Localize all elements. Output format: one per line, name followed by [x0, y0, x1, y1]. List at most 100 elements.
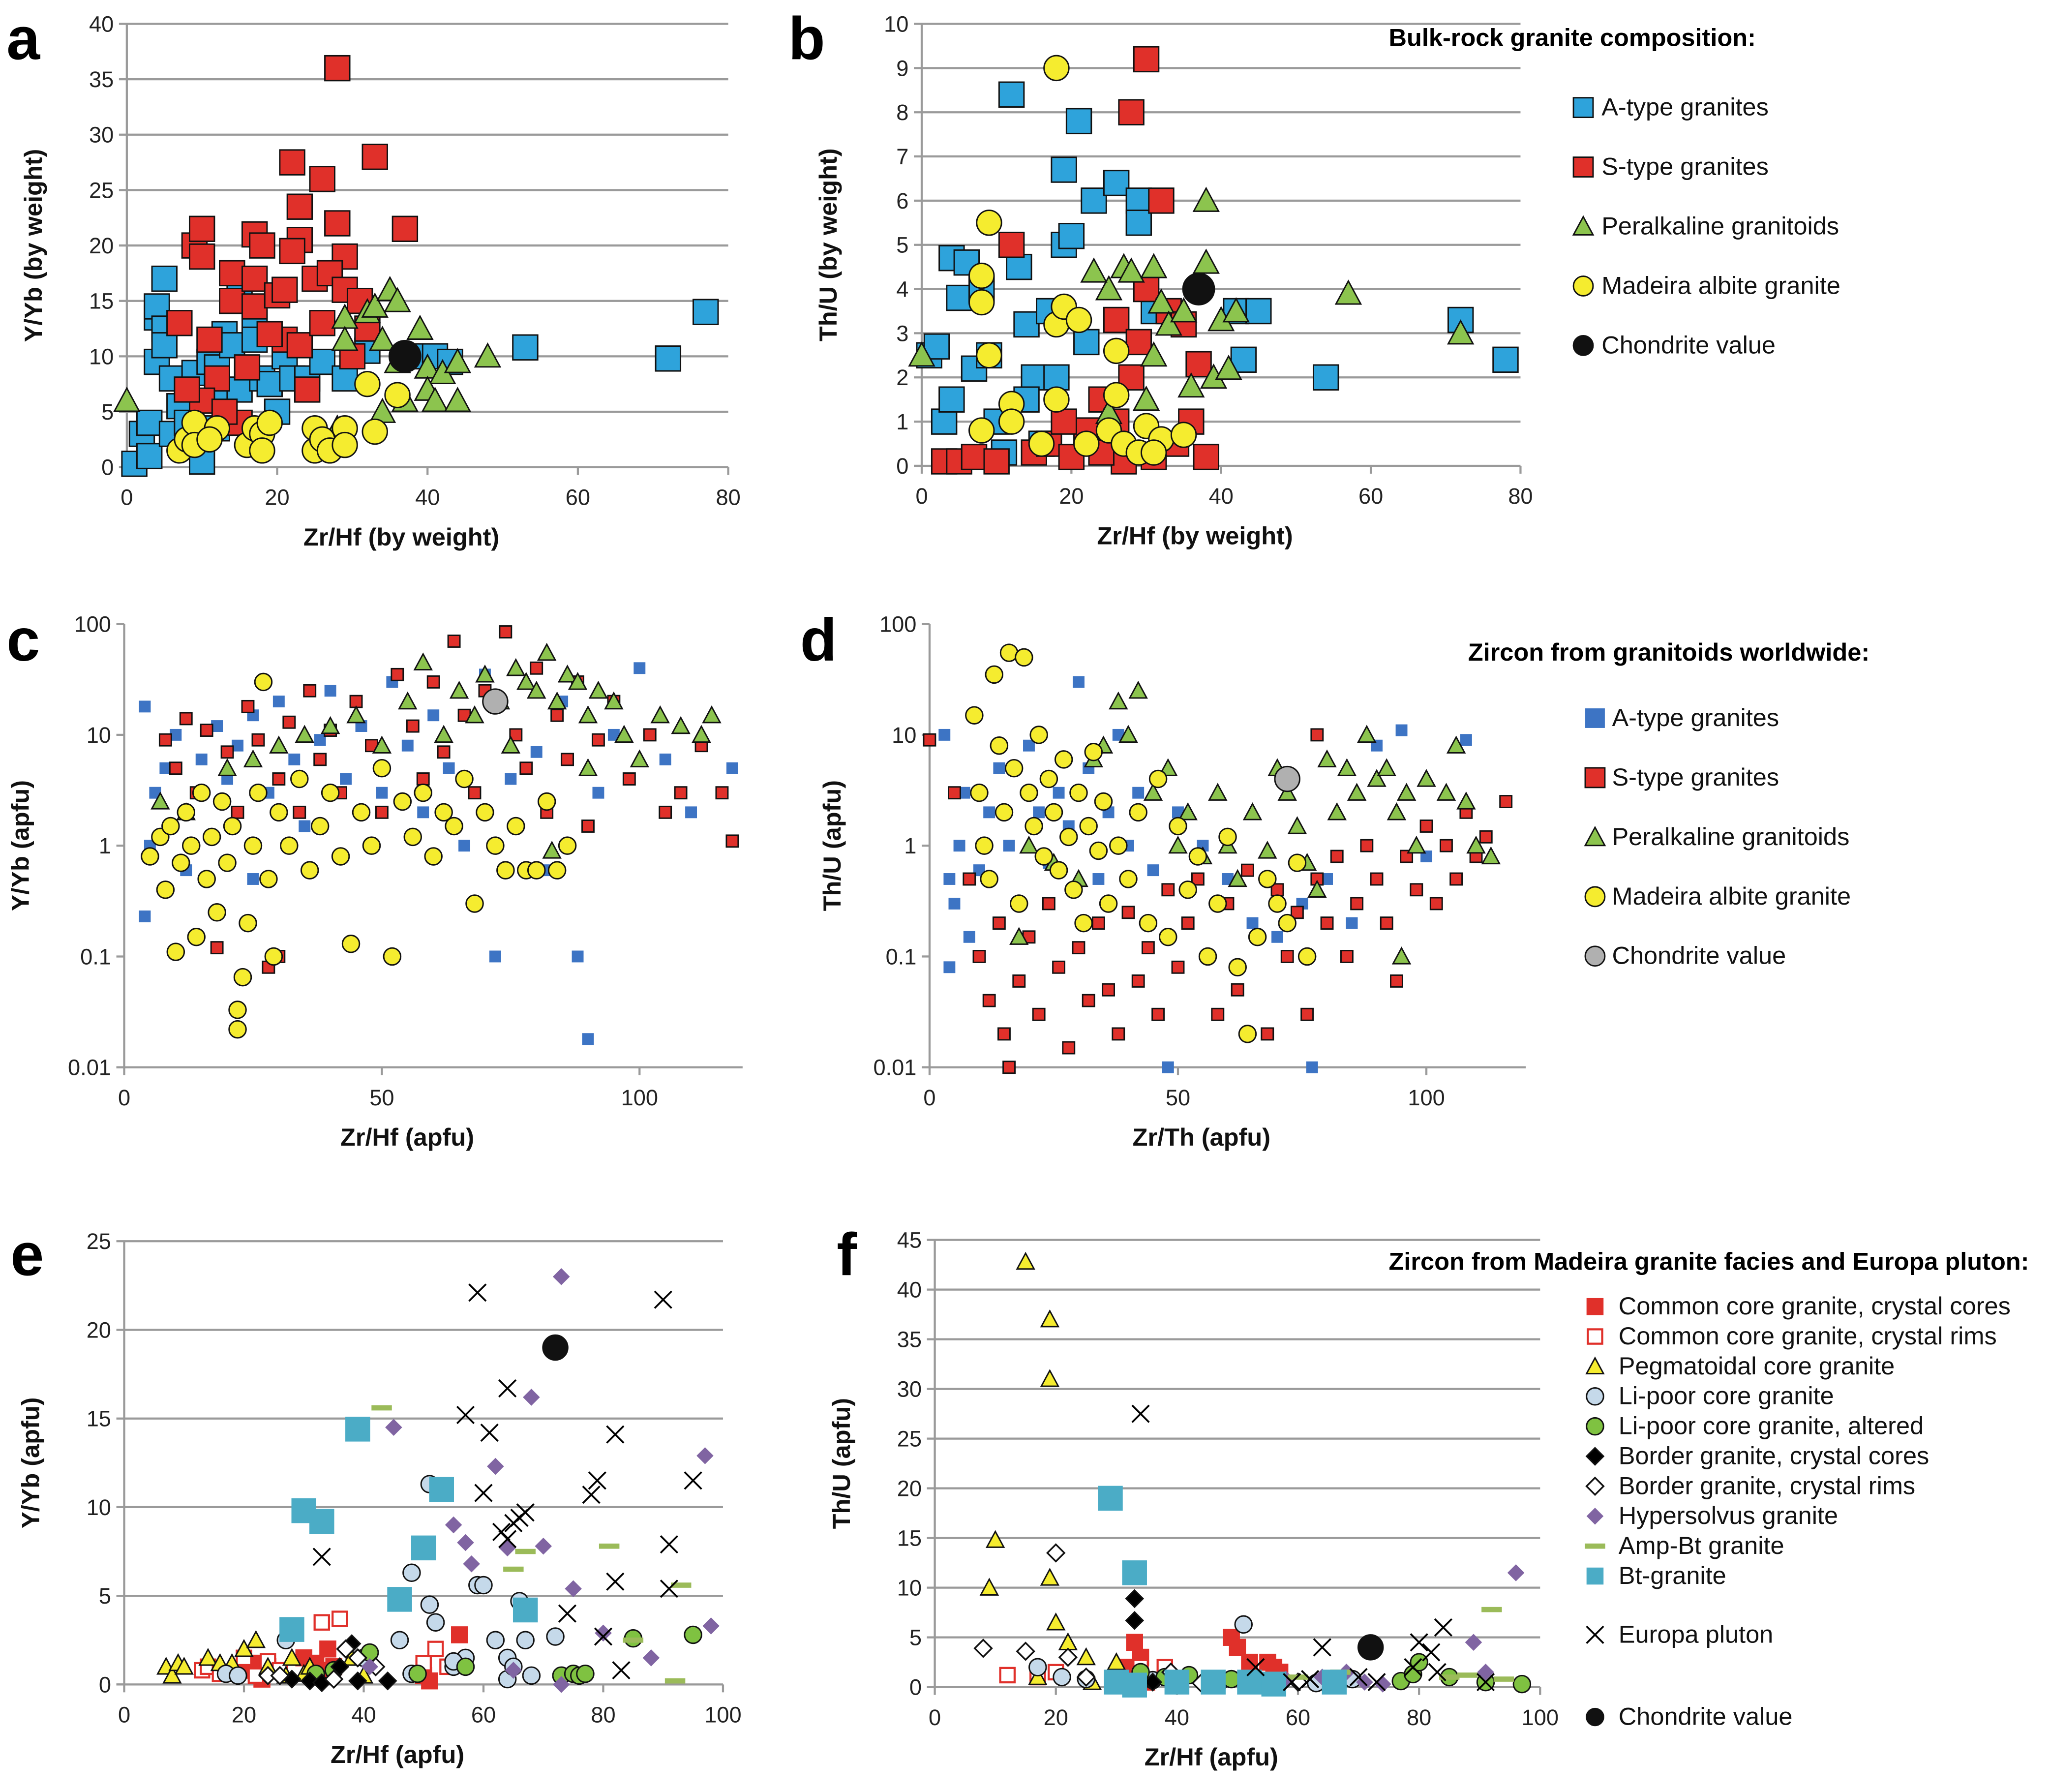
data-point — [414, 783, 432, 802]
series-europa-pluton — [1131, 1404, 1495, 1692]
legend-label: Bt-granite — [1619, 1561, 1726, 1589]
data-point — [594, 1627, 613, 1646]
data-point — [1192, 186, 1220, 212]
data-point — [361, 292, 389, 318]
data-point — [1006, 253, 1032, 280]
data-point — [1046, 1543, 1066, 1563]
data-point — [196, 326, 223, 353]
data-point — [1170, 297, 1198, 323]
data-point — [664, 1678, 686, 1684]
y-tick-label: 10 — [884, 11, 908, 36]
data-point — [1147, 288, 1175, 314]
data-point — [465, 705, 484, 724]
x-tick-label: 20 — [1059, 484, 1084, 509]
series-chondrite-value — [542, 1334, 569, 1361]
y-tick-label: 45 — [897, 1228, 922, 1253]
data-point — [1099, 894, 1118, 913]
data-point — [983, 448, 1010, 475]
legend-item: A-type granites — [1572, 93, 1769, 121]
data-point — [552, 1268, 570, 1285]
data-point — [630, 749, 650, 768]
data-point — [1460, 734, 1472, 746]
data-point — [1043, 364, 1070, 391]
data-point — [604, 691, 624, 710]
data-point — [340, 773, 352, 785]
data-point — [1021, 364, 1047, 391]
panel-label: b — [788, 4, 825, 72]
y-tick-label: 10 — [89, 344, 114, 369]
series-peralkaline-granitoids — [1009, 680, 1501, 965]
data-point — [963, 872, 976, 886]
data-point — [958, 787, 970, 799]
data-point — [976, 210, 1002, 236]
legend-marker-icon — [1572, 335, 1594, 356]
x-axis-label: Zr/Th (apfu) — [1133, 1123, 1271, 1151]
y-tick-label: 1 — [99, 833, 111, 858]
y-tick-label: 10 — [87, 1495, 111, 1520]
data-point — [1357, 725, 1377, 743]
y-tick-label: 6 — [896, 188, 908, 213]
series-bt-granite — [279, 1417, 538, 1642]
data-point — [159, 762, 172, 774]
data-point — [1320, 916, 1334, 930]
data-point — [279, 238, 305, 265]
data-point — [592, 733, 605, 747]
data-point — [982, 994, 996, 1007]
legend-label: Chondrite value — [1619, 1702, 1793, 1731]
data-point — [509, 728, 523, 742]
data-point — [1347, 783, 1367, 801]
y-axis-label: Th/U (apfu) — [827, 1398, 855, 1529]
data-point — [1434, 1618, 1452, 1637]
data-point — [1283, 1672, 1301, 1692]
series-peralkaline-granitoids — [908, 186, 1475, 425]
data-point — [607, 729, 620, 741]
y-tick-label: 40 — [897, 1277, 922, 1303]
data-point — [210, 941, 224, 955]
data-point — [1053, 787, 1065, 799]
data-point — [1238, 1025, 1257, 1043]
data-point — [578, 705, 598, 724]
data-point — [1129, 803, 1147, 822]
data-point — [280, 836, 299, 855]
y-tick-label: 0.1 — [886, 944, 917, 969]
data-point — [633, 662, 646, 674]
data-point — [1042, 897, 1055, 911]
data-point — [973, 1639, 993, 1658]
data-point — [1512, 1674, 1532, 1694]
data-point — [259, 870, 278, 888]
series-chondrite-value — [482, 688, 509, 715]
data-point — [286, 193, 313, 220]
data-point — [474, 1484, 493, 1502]
legend-item: Chondrite value — [1584, 942, 1786, 970]
data-point — [231, 805, 244, 819]
panel-label: a — [6, 4, 40, 72]
data-point — [1391, 946, 1412, 965]
legend-label: S-type granites — [1612, 763, 1779, 791]
data-point — [270, 1666, 290, 1686]
legend-item: Border granite, crystal cores — [1585, 1441, 1929, 1469]
data-point — [1029, 726, 1048, 744]
data-point — [565, 1580, 582, 1598]
data-point — [1234, 1615, 1253, 1634]
data-point — [1023, 739, 1035, 752]
data-point — [1109, 691, 1128, 710]
y-tick-label: 8 — [896, 100, 908, 125]
legend-marker-icon — [1584, 945, 1606, 967]
data-point — [1436, 783, 1456, 801]
legend-marker-icon — [1586, 1507, 1604, 1525]
data-point — [1374, 1675, 1391, 1693]
data-point — [1125, 210, 1152, 236]
data-point — [938, 729, 951, 741]
data-point — [417, 806, 429, 819]
data-point — [1016, 1251, 1035, 1270]
data-point — [282, 715, 296, 729]
data-point — [486, 836, 505, 855]
data-point — [309, 1509, 334, 1534]
data-point — [606, 1425, 625, 1444]
data-point — [294, 376, 321, 403]
data-point — [309, 166, 335, 192]
data-point — [376, 787, 388, 799]
data-point — [976, 342, 1002, 369]
data-point — [177, 803, 195, 822]
